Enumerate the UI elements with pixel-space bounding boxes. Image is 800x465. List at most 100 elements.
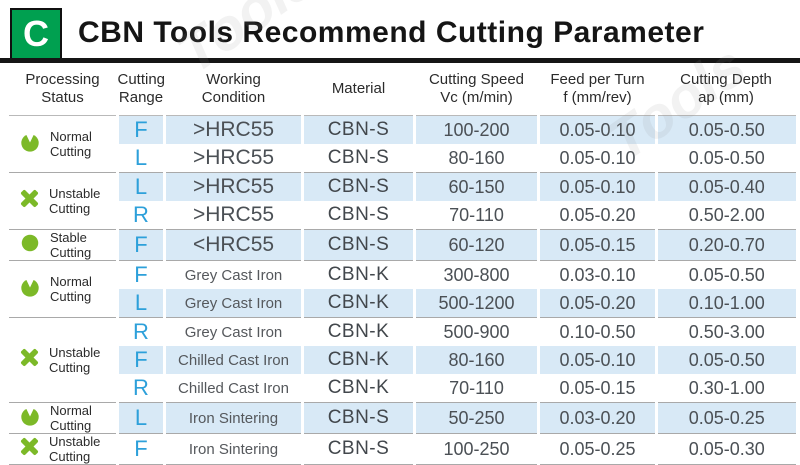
material-cell: CBN-S bbox=[301, 144, 415, 173]
processing-status-cell: Stable Cutting bbox=[6, 229, 118, 261]
material-cell: CBN-S bbox=[301, 402, 415, 434]
cutting-depth-cell: 0.05-0.50 bbox=[655, 144, 796, 173]
cutting-speed-cell: 500-900 bbox=[413, 317, 539, 346]
status-group: Normal Cutting F >HRC55 CBN-S 100-200 0.05-0.… bbox=[6, 115, 796, 173]
status-group: Normal Cutting L Iron Sintering CBN-S 50-250… bbox=[6, 402, 796, 434]
table-row: Unstable Cutting R Grey Cast Iron CBN-K 500-… bbox=[6, 317, 796, 403]
cutting-speed-cell: 100-250 bbox=[413, 433, 539, 465]
processing-status-cell: Unstable Cutting bbox=[6, 172, 118, 230]
cutting-range-cell: F bbox=[116, 260, 165, 289]
working-condition-cell: >HRC55 bbox=[163, 172, 303, 201]
material-cell: CBN-S bbox=[301, 433, 415, 465]
cutting-range-cell: R bbox=[116, 374, 165, 403]
feed-per-turn-cell: 0.05-0.25 bbox=[537, 433, 657, 465]
table-row: L >HRC55 CBN-S 80-160 0.05-0.10 0.05-0.50 bbox=[8, 144, 796, 173]
working-condition-cell: Chilled Cast Iron bbox=[163, 374, 303, 403]
working-condition-cell: Chilled Cast Iron bbox=[163, 346, 303, 374]
status-group: Stable Cutting F <HRC55 CBN-S 60-120 0.05-0.1… bbox=[6, 229, 796, 261]
cutting-range-cell: R bbox=[116, 317, 165, 346]
cutting-speed-cell: 60-150 bbox=[413, 172, 539, 201]
cutting-depth-cell: 0.05-0.50 bbox=[655, 115, 796, 144]
cutting-depth-cell: 0.30-1.00 bbox=[655, 374, 796, 403]
material-cell: CBN-S bbox=[301, 115, 415, 144]
material-cell: CBN-S bbox=[301, 172, 415, 201]
cutting-depth-cell: 0.50-3.00 bbox=[655, 317, 796, 346]
working-condition-cell: Grey Cast Iron bbox=[163, 317, 303, 346]
status-label: Normal Cutting bbox=[50, 129, 92, 159]
cutting-depth-cell: 0.05-0.50 bbox=[655, 260, 796, 289]
feed-per-turn-cell: 0.05-0.10 bbox=[537, 144, 657, 173]
table-row: Unstable Cutting L >HRC55 CBN-S 60-150 0.05-0… bbox=[6, 172, 796, 230]
feed-per-turn-cell: 0.05-0.20 bbox=[537, 201, 657, 230]
material-cell: CBN-K bbox=[301, 346, 415, 374]
status-label: Stable Cutting bbox=[50, 230, 92, 260]
processing-status-cell: Unstable Cutting bbox=[6, 433, 118, 465]
feed-per-turn-cell: 0.10-0.50 bbox=[537, 317, 657, 346]
cutting-speed-cell: 70-110 bbox=[413, 374, 539, 403]
feed-per-turn-cell: 0.05-0.10 bbox=[537, 115, 657, 144]
working-condition-cell: <HRC55 bbox=[163, 229, 303, 261]
unstable-cutting-icon bbox=[19, 436, 40, 462]
feed-per-turn-cell: 0.03-0.20 bbox=[537, 402, 657, 434]
status-label: Unstable Cutting bbox=[49, 186, 101, 216]
processing-status-cell: Normal Cutting bbox=[6, 402, 118, 434]
feed-per-turn-cell: 0.05-0.10 bbox=[537, 346, 657, 374]
normal-cutting-icon bbox=[19, 403, 41, 432]
processing-status-cell: Normal Cutting bbox=[6, 115, 118, 173]
status-label: Unstable Cutting bbox=[49, 345, 101, 375]
cutting-speed-cell: 70-110 bbox=[413, 201, 539, 230]
working-condition-cell: >HRC55 bbox=[163, 115, 303, 144]
table-row: Stable Cutting F <HRC55 CBN-S 60-120 0.05-0.1… bbox=[6, 229, 796, 261]
column-header-1: Cutting Range bbox=[117, 63, 165, 116]
unstable-cutting-icon bbox=[19, 347, 40, 373]
working-condition-cell: Iron Sintering bbox=[163, 402, 303, 434]
cutting-range-cell: L bbox=[116, 289, 165, 318]
column-header-3: Material bbox=[302, 63, 415, 116]
cutting-speed-cell: 80-160 bbox=[413, 144, 539, 173]
cutting-speed-cell: 50-250 bbox=[413, 402, 539, 434]
cutting-range-cell: L bbox=[116, 172, 165, 201]
status-label: Normal Cutting bbox=[50, 403, 92, 433]
cutting-speed-cell: 60-120 bbox=[413, 229, 539, 261]
column-header-0: Processing Status bbox=[7, 63, 118, 116]
table-row: F Chilled Cast Iron CBN-K 80-160 0.05-0.10 0.… bbox=[8, 346, 796, 374]
title-underline bbox=[0, 58, 800, 63]
feed-per-turn-cell: 0.05-0.20 bbox=[537, 289, 657, 318]
status-label: Normal Cutting bbox=[50, 274, 92, 304]
material-cell: CBN-S bbox=[301, 229, 415, 261]
material-cell: CBN-K bbox=[301, 260, 415, 289]
material-cell: CBN-K bbox=[301, 317, 415, 346]
processing-status-cell: Normal Cutting bbox=[6, 260, 118, 318]
feed-per-turn-cell: 0.05-0.15 bbox=[537, 229, 657, 261]
table-row: R Chilled Cast Iron CBN-K 70-110 0.05-0.15 0.… bbox=[8, 374, 796, 403]
material-cell: CBN-K bbox=[301, 374, 415, 403]
table-row: L Grey Cast Iron CBN-K 500-1200 0.05-0.20 0.1… bbox=[8, 289, 796, 318]
page-title: CBN Tools Recommend Cutting Parameter bbox=[78, 16, 705, 49]
column-header-5: Feed per Turn f (mm/rev) bbox=[538, 63, 657, 116]
table-row: Normal Cutting F Grey Cast Iron CBN-K 300-80… bbox=[6, 260, 796, 318]
status-group: Unstable Cutting F Iron Sintering CBN-S 100-… bbox=[6, 433, 796, 465]
working-condition-cell: Iron Sintering bbox=[163, 433, 303, 465]
table-row: Normal Cutting F >HRC55 CBN-S 100-200 0.05-0.… bbox=[6, 115, 796, 173]
cutting-depth-cell: 0.05-0.25 bbox=[655, 402, 796, 434]
working-condition-cell: >HRC55 bbox=[163, 144, 303, 173]
cutting-range-cell: F bbox=[116, 115, 165, 144]
status-group: Normal Cutting F Grey Cast Iron CBN-K 300-80… bbox=[6, 260, 796, 318]
cutting-range-cell: F bbox=[116, 433, 165, 465]
material-cell: CBN-S bbox=[301, 201, 415, 230]
feed-per-turn-cell: 0.03-0.10 bbox=[537, 260, 657, 289]
normal-cutting-icon bbox=[19, 129, 41, 158]
cutting-depth-cell: 0.05-0.50 bbox=[655, 346, 796, 374]
parameter-table: Processing Status Cutting Range Working Condi… bbox=[6, 63, 796, 465]
cutting-speed-cell: 100-200 bbox=[413, 115, 539, 144]
cutting-speed-cell: 300-800 bbox=[413, 260, 539, 289]
table-header: Processing Status Cutting Range Working Condi… bbox=[7, 63, 796, 116]
logo-letter: C bbox=[23, 13, 49, 54]
cutting-depth-cell: 0.50-2.00 bbox=[655, 201, 796, 230]
processing-status-cell: Unstable Cutting bbox=[6, 317, 118, 403]
cutting-speed-cell: 80-160 bbox=[413, 346, 539, 374]
material-cell: CBN-K bbox=[301, 289, 415, 318]
working-condition-cell: Grey Cast Iron bbox=[163, 260, 303, 289]
cutting-depth-cell: 0.20-0.70 bbox=[655, 229, 796, 261]
cutting-speed-cell: 500-1200 bbox=[413, 289, 539, 318]
